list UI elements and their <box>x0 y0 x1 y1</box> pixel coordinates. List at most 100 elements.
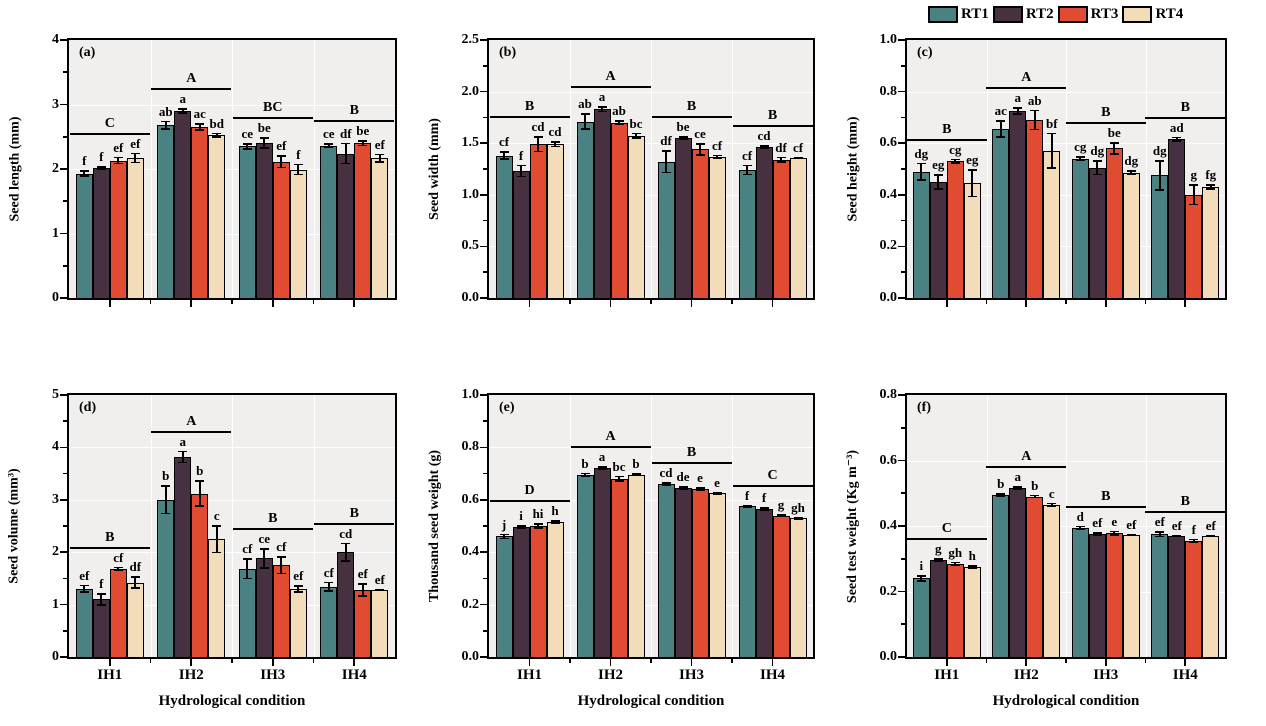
bar-letter: ef <box>1126 516 1137 532</box>
error-bar <box>378 153 381 163</box>
error-bar <box>1016 486 1019 491</box>
bar-letter: ef <box>293 568 304 584</box>
error-bar <box>746 164 748 176</box>
error-bar-cap <box>695 489 705 492</box>
x-axis-minor-tick <box>569 300 571 304</box>
legend-swatch-rt4 <box>1122 6 1153 23</box>
error-bar <box>920 575 923 582</box>
bar-letter: b <box>162 468 170 484</box>
y-tick-label: 0.4 <box>879 518 898 533</box>
error-bar-cap <box>1075 525 1085 528</box>
bar-letter: d <box>1076 508 1084 524</box>
error-bar-cap <box>178 111 188 114</box>
legend-label: RT1 <box>961 6 989 22</box>
bar-letter: i <box>919 558 924 574</box>
error-bar-cap <box>793 157 803 159</box>
bar-letter: b <box>1031 477 1039 493</box>
group-significance-letter: D <box>524 482 535 498</box>
bar-letter: a <box>598 449 606 465</box>
y-axis-tick <box>480 551 487 554</box>
error-bar-cap <box>516 527 526 530</box>
error-bar <box>971 169 974 198</box>
bar-letter: cf <box>113 549 124 565</box>
y-axis-minor-tick <box>901 271 905 274</box>
x-tick-label: IH3 <box>678 667 704 683</box>
error-bar <box>344 542 347 562</box>
error-bar <box>554 141 556 148</box>
error-bar-cap <box>161 120 171 123</box>
error-bar-cap <box>1172 140 1182 142</box>
bar-letter: be <box>356 122 370 138</box>
error-bar-cap <box>375 160 385 163</box>
bar-letter: cd <box>339 525 353 541</box>
error-bar <box>1158 159 1161 191</box>
error-bar <box>1158 530 1161 538</box>
bar-rt1-ih2 <box>992 494 1010 657</box>
error-bar-cap <box>178 461 188 464</box>
x-axis-tick <box>1025 659 1028 666</box>
error-bar-cap <box>776 515 786 518</box>
x-axis-minor-tick <box>231 300 233 304</box>
y-axis-minor-tick <box>483 629 487 632</box>
legend-item: RT2 <box>992 6 1054 23</box>
error-bar-cap <box>580 113 590 115</box>
error-bar-cap <box>533 150 543 153</box>
bar-rt3-ih4 <box>354 589 372 657</box>
group-significance-line <box>986 87 1067 90</box>
bar-rt2-ih2 <box>1009 488 1027 657</box>
error-bar <box>100 593 103 606</box>
bar-rt4-ih3 <box>289 588 307 657</box>
error-bar-cap <box>276 556 286 558</box>
error-bar <box>999 492 1002 497</box>
error-bar <box>937 174 940 190</box>
bar-letter: cg <box>1074 139 1087 155</box>
bar-rt3-ih3 <box>691 149 709 298</box>
error-bar <box>297 585 300 593</box>
bar-letter: g <box>777 496 785 512</box>
group-significance-letter: B <box>942 121 952 137</box>
x-axis-minor-tick <box>650 659 652 663</box>
y-axis-minor-tick <box>63 577 67 580</box>
error-bar-cap <box>1155 535 1165 538</box>
y-axis-tick <box>480 297 487 299</box>
error-bar <box>618 120 620 125</box>
bar-letter: gh <box>948 544 963 560</box>
bar-letter: bd <box>209 115 224 131</box>
y-tick-label: 2 <box>52 161 59 176</box>
bar-rt2-ih2 <box>1009 110 1027 298</box>
error-bar <box>1192 538 1195 543</box>
error-bar-cap <box>933 188 943 190</box>
error-bar-cap <box>212 551 222 554</box>
y-axis-tick <box>898 39 905 41</box>
error-bar-cap <box>1075 159 1085 162</box>
bar-rt3-ih4 <box>772 515 790 657</box>
group-significance-letter: A <box>186 413 197 429</box>
bar-letter: b <box>632 456 640 472</box>
error-bar <box>83 584 86 594</box>
bar-rt2-ih2 <box>593 109 611 298</box>
error-bar-cap <box>259 567 269 569</box>
panel-tag: (d) <box>79 400 97 415</box>
group-significance-line <box>570 86 651 89</box>
group-significance-line <box>651 461 732 464</box>
bar-rt1-ih1 <box>912 578 930 657</box>
error-bar-cap <box>1075 156 1085 158</box>
bar-rt4-ih4 <box>371 590 389 657</box>
bar-letter: f <box>99 576 104 592</box>
y-axis-tick <box>898 525 905 527</box>
error-bar-cap <box>1030 109 1040 112</box>
error-bar-cap <box>1109 153 1119 155</box>
bar-rt4-ih3 <box>708 493 726 657</box>
error-bar-cap <box>242 577 252 580</box>
error-bar <box>1113 141 1116 155</box>
error-bar <box>361 583 364 597</box>
bar-letter: df <box>129 559 142 575</box>
bar-rt1-ih1 <box>912 171 930 298</box>
error-bar-cap <box>358 583 368 585</box>
legend-label: RT2 <box>1025 6 1054 22</box>
error-bar-cap <box>1047 167 1057 169</box>
x-axis-tick <box>609 300 612 307</box>
